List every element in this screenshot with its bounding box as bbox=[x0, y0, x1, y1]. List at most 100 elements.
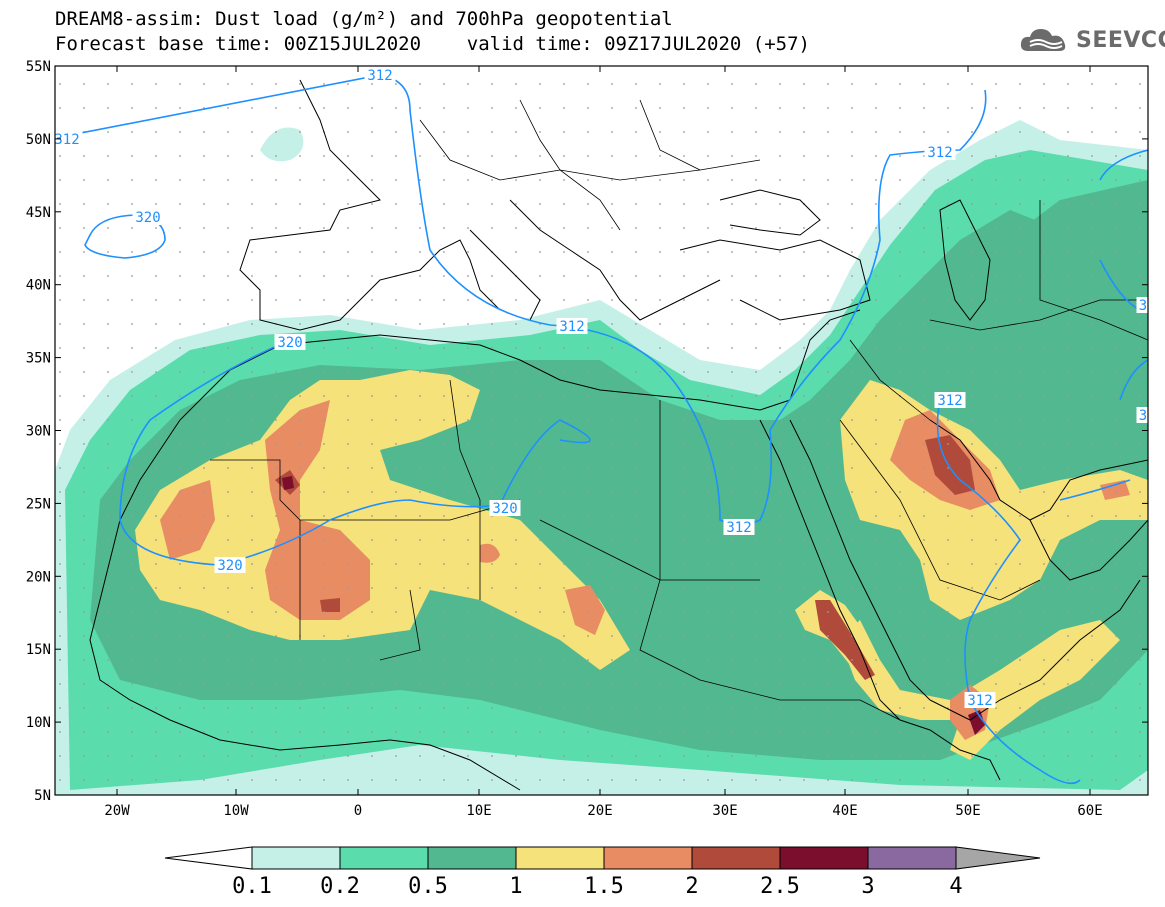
lon-label: 50E bbox=[955, 803, 980, 819]
contour-label-bg bbox=[934, 392, 966, 408]
contour-label: 320 bbox=[492, 501, 517, 517]
coast-turkey bbox=[679, 239, 871, 321]
colorbar-segment bbox=[427, 846, 517, 870]
border-ethiopia bbox=[780, 699, 901, 721]
lon-label: 30E bbox=[712, 803, 737, 819]
contour-label-bg bbox=[51, 131, 83, 147]
coast-black-sea bbox=[719, 189, 821, 236]
contour-3-east-far bbox=[1119, 359, 1148, 401]
latitude-labels: 55N 50N 45N 40N 35N 30N 25N 20N 15N 10N 5N bbox=[26, 59, 1148, 804]
contour-3-east-lower bbox=[1099, 259, 1141, 311]
country-borders bbox=[210, 99, 1148, 721]
contour-label-bg bbox=[1136, 407, 1150, 423]
colorbar-segment bbox=[867, 846, 957, 870]
title-line2: Forecast base time: 00Z15JUL2020 valid t… bbox=[55, 33, 810, 55]
contour-label: 3 bbox=[1139, 298, 1147, 314]
border-europe-3 bbox=[639, 99, 701, 171]
contour-label-bg bbox=[364, 67, 396, 83]
contour-label-bg bbox=[1136, 297, 1150, 313]
coastlines bbox=[89, 79, 1148, 791]
border-central-asia bbox=[1039, 200, 1148, 341]
border-iran bbox=[929, 299, 1148, 331]
contour-label: 320 bbox=[277, 335, 302, 351]
grid-dots bbox=[55, 66, 1148, 795]
colorbar-label: 2.5 bbox=[760, 874, 800, 899]
lat-label: 25N bbox=[26, 496, 51, 512]
border-libya-chad bbox=[539, 519, 661, 581]
geopotential-contours bbox=[55, 74, 1148, 785]
contour-label-bg bbox=[274, 334, 306, 350]
coast-europe-atlantic bbox=[239, 79, 501, 331]
border-sahara-3 bbox=[449, 379, 481, 600]
lon-label: 0 bbox=[354, 803, 362, 819]
coast-adriatic bbox=[509, 199, 721, 321]
border-mali-niger bbox=[379, 589, 421, 661]
coast-west-africa bbox=[89, 419, 391, 751]
colorbar-low-triangle bbox=[164, 846, 253, 870]
lat-label: 30N bbox=[26, 424, 51, 440]
coast-levant bbox=[789, 309, 861, 401]
logo: SEEVCCC bbox=[1018, 24, 1165, 56]
contour-label: 3 bbox=[1139, 408, 1147, 424]
contour-312-arabia bbox=[936, 399, 1081, 785]
colorbar-label: 0.1 bbox=[232, 874, 272, 899]
lon-label: 40E bbox=[832, 803, 857, 819]
contour-label: 312 bbox=[367, 68, 392, 84]
lat-label: 10N bbox=[26, 715, 51, 731]
contour-312-north bbox=[55, 74, 987, 526]
logo-text: SEEVCCC bbox=[1076, 27, 1165, 53]
lat-label: 55N bbox=[26, 59, 51, 75]
colorbar-segment bbox=[339, 846, 429, 870]
lon-label: 10W bbox=[223, 803, 249, 819]
contour-label: 312 bbox=[726, 520, 751, 536]
contour-label-bg bbox=[132, 209, 164, 225]
colorbar: 0.1 0.2 0.5 1 1.5 2 2.5 3 4 bbox=[164, 846, 1041, 899]
lat-label: 35N bbox=[26, 351, 51, 367]
longitude-labels: 20W 10W 0 10E 20E 30E 40E 50E 60E bbox=[104, 66, 1103, 819]
coast-caspian bbox=[939, 199, 991, 321]
contour-label-bg bbox=[723, 519, 755, 535]
contour-labels: 312 312 312 312 312 312 312 320 320 320 320 3 3 bbox=[51, 67, 1150, 709]
contour-label: 312 bbox=[967, 693, 992, 709]
colorbar-high-triangle bbox=[955, 846, 1041, 870]
contour-3-east bbox=[1099, 149, 1148, 181]
contour-label: 312 bbox=[54, 132, 79, 148]
colorbar-segment bbox=[251, 846, 341, 870]
colorbar-label: 0.5 bbox=[408, 874, 448, 899]
contour-312-east bbox=[1059, 479, 1131, 501]
contour-label: 312 bbox=[559, 319, 584, 335]
colorbar-label: 1 bbox=[509, 874, 522, 899]
colorbar-label: 4 bbox=[949, 874, 962, 899]
coast-arabia-gulf bbox=[1029, 519, 1148, 581]
contour-label-bg bbox=[489, 500, 521, 516]
contour-label: 320 bbox=[217, 558, 242, 574]
lat-label: 45N bbox=[26, 205, 51, 221]
colorbar-segment bbox=[515, 846, 605, 870]
colorbar-label: 2 bbox=[685, 874, 698, 899]
coast-gulf-of-guinea bbox=[389, 739, 521, 791]
lat-label: 50N bbox=[26, 132, 51, 148]
coast-italy bbox=[469, 229, 541, 321]
coast-red-sea-west bbox=[759, 419, 901, 721]
lat-label: 40N bbox=[26, 278, 51, 294]
lon-label: 20E bbox=[587, 803, 612, 819]
colorbar-segment bbox=[691, 846, 781, 870]
lat-label: 5N bbox=[34, 788, 51, 804]
contour-label-bg bbox=[964, 692, 996, 708]
colorbar-label: 3 bbox=[861, 874, 874, 899]
coast-red-sea-east bbox=[789, 419, 931, 701]
border-sudan bbox=[639, 579, 781, 701]
colorbar-label: 0.2 bbox=[320, 874, 360, 899]
colorbar-label: 1.5 bbox=[584, 874, 624, 899]
lon-label: 60E bbox=[1077, 803, 1102, 819]
lon-label: 20W bbox=[104, 803, 130, 819]
lon-label: 10E bbox=[466, 803, 491, 819]
title-line1: DREAM8-assim: Dust load (g/m²) and 700hP… bbox=[55, 8, 673, 30]
contour-label: 312 bbox=[927, 145, 952, 161]
contour-320-sahara bbox=[119, 339, 591, 566]
colorbar-segment bbox=[603, 846, 693, 870]
contour-320-loop bbox=[84, 214, 166, 259]
contour-label: 320 bbox=[135, 210, 160, 226]
lat-label: 20N bbox=[26, 569, 51, 585]
lat-label: 15N bbox=[26, 642, 51, 658]
